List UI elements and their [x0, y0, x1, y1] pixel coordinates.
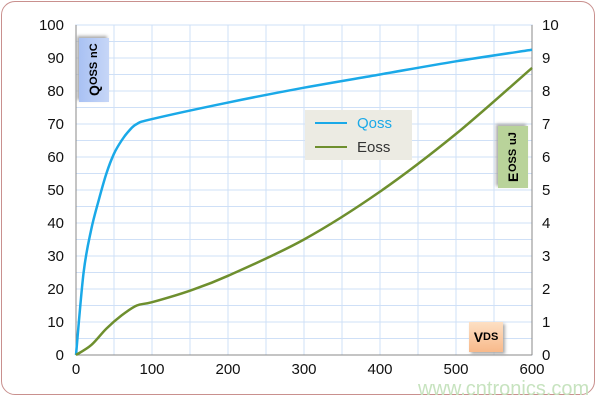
legend: Qoss Eoss — [305, 110, 412, 160]
y-left-tick-label: 10 — [47, 314, 64, 331]
y-right-tick-label: 7 — [542, 116, 550, 133]
y-right-tick-label: 6 — [542, 149, 550, 166]
y-right-tick-label: 2 — [542, 281, 550, 298]
legend-swatch-qoss — [315, 122, 347, 124]
y-right-label-main: E — [505, 172, 521, 182]
x-tick-label: 0 — [72, 361, 80, 378]
x-tick-label: 400 — [367, 361, 392, 378]
legend-label-qoss: Qoss — [357, 114, 393, 132]
x-label: V DS — [469, 322, 503, 352]
y-right-tick-label: 3 — [542, 248, 550, 265]
y-right-label-unit: uJ — [507, 132, 519, 146]
x-tick-label: 100 — [139, 361, 164, 378]
y-right-tick-label: 10 — [542, 17, 559, 34]
y-right-tick-label: 9 — [542, 50, 550, 67]
y-left-label-sub: OSS — [88, 62, 100, 86]
y-left-tick-label: 50 — [47, 182, 64, 199]
y-left-label-main: Q — [86, 85, 102, 97]
y-right-tick-label: 4 — [542, 215, 550, 232]
legend-swatch-eoss — [315, 146, 347, 148]
y-left-tick-label: 70 — [47, 116, 64, 133]
y-left-tick-label: 80 — [47, 83, 64, 100]
y-right-tick-label: 5 — [542, 182, 550, 199]
x-tick-label: 200 — [215, 361, 240, 378]
y-left-tick-label: 90 — [47, 50, 64, 67]
x-label-main: V — [473, 329, 484, 345]
x-tick-label: 500 — [443, 361, 468, 378]
y-right-label: E OSS uJ — [498, 126, 528, 188]
watermark: www.cntronics.com — [418, 378, 590, 400]
y-right-label-sub: OSS — [507, 149, 519, 173]
y-left-tick-label: 0 — [56, 347, 64, 364]
x-tick-label: 600 — [519, 361, 544, 378]
y-left-label-unit: nC — [88, 43, 100, 59]
x-label-sub: DS — [483, 331, 499, 343]
series-line-qoss — [74, 48, 533, 356]
legend-item-qoss: Qoss — [315, 112, 412, 134]
y-left-tick-label: 20 — [47, 281, 64, 298]
x-tick-label: 300 — [291, 361, 316, 378]
y-left-tick-label: 100 — [39, 17, 64, 34]
chart-frame — [1, 1, 595, 395]
y-left-tick-label: 30 — [47, 248, 64, 265]
y-left-tick-label: 40 — [47, 215, 64, 232]
legend-label-eoss: Eoss — [357, 138, 391, 156]
series-line-eoss — [75, 66, 533, 357]
legend-item-eoss: Eoss — [315, 136, 412, 158]
y-left-label: Q OSS nC — [79, 38, 109, 102]
y-right-tick-label: 8 — [542, 83, 550, 100]
y-left-tick-label: 60 — [47, 149, 64, 166]
y-right-tick-label: 1 — [542, 314, 550, 331]
y-right-tick-label: 0 — [542, 347, 550, 364]
